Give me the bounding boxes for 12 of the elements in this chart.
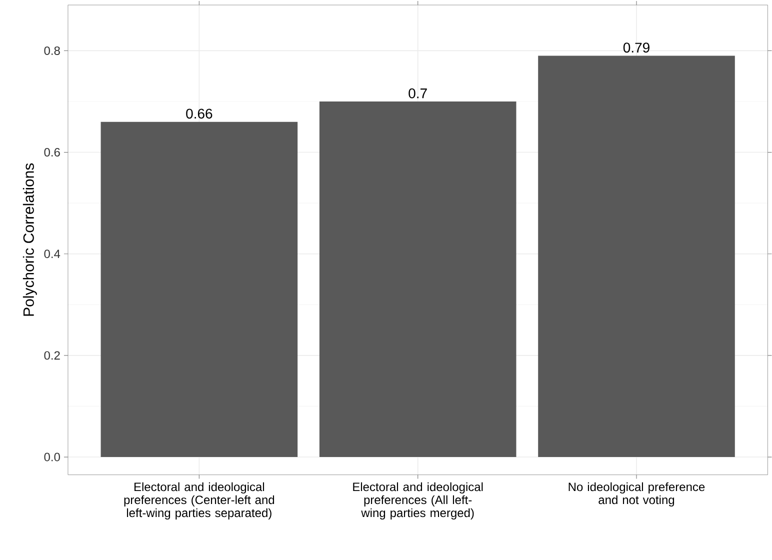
y-tick-label: 0.6 <box>44 148 60 157</box>
data-label: 0.7 <box>408 88 427 98</box>
y-tick-label: 0.0 <box>44 452 60 462</box>
x-tick-label: No ideological preference and not voting <box>568 482 705 507</box>
x-tick-label: Electoral and ideological preferences (All left-wing parties merged) <box>353 482 483 520</box>
y-tick-label: 0.4 <box>44 250 60 258</box>
y-tick-label: 0.2 <box>44 351 60 360</box>
data-label: 0.66 <box>186 108 212 119</box>
data-label: 0.79 <box>623 42 650 53</box>
y-tick-label: 0.8 <box>44 46 60 56</box>
x-tick-label: Electoral and ideological preferences (Center-left and left-wing parties separated) <box>124 482 274 520</box>
y-axis-title: Polychoric Correlations <box>22 164 37 316</box>
